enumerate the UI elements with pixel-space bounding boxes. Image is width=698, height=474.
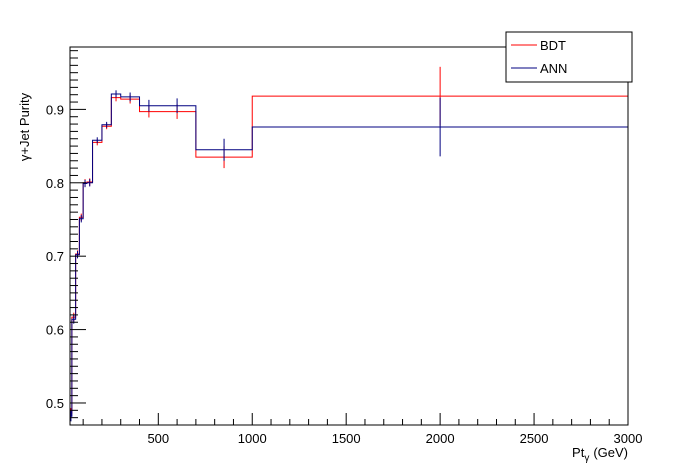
y-tick-label: 0.6 [46, 323, 64, 338]
y-axis-title: γ+Jet Purity [17, 92, 32, 161]
series-line-ann [70, 93, 628, 417]
x-axis-title-unit: (GeV) [593, 445, 628, 460]
x-axis-title-main: Pt [572, 445, 585, 460]
legend-label-ann: ANN [540, 61, 567, 76]
legend-box [505, 31, 633, 83]
series-layer [70, 66, 628, 422]
series-line-bdt [70, 95, 628, 414]
axes-layer: 500 1000 1500 2000 2500 3000 0.5 0.6 0.7 0.8 0.9 [46, 50, 643, 446]
x-axis-title-subscript: γ [584, 453, 589, 464]
y-tick-label: 0.8 [46, 176, 64, 191]
y-tick-label: 0.7 [46, 249, 64, 264]
legend: BDT ANN [505, 31, 633, 83]
y-tick-label: 0.5 [46, 396, 64, 411]
x-tick-label: 1500 [332, 431, 361, 446]
y-tick-label: 0.9 [46, 102, 64, 117]
x-axis-title: Ptγ (GeV) [572, 445, 628, 464]
legend-label-bdt: BDT [540, 38, 566, 53]
x-tick-label: 1000 [238, 431, 267, 446]
x-tick-label: 2500 [520, 431, 549, 446]
plot-frame [69, 46, 629, 426]
series-ann [70, 90, 628, 422]
x-tick-label: 2000 [426, 431, 455, 446]
x-tick-label: 500 [147, 431, 169, 446]
x-tick-label: 3000 [614, 431, 643, 446]
